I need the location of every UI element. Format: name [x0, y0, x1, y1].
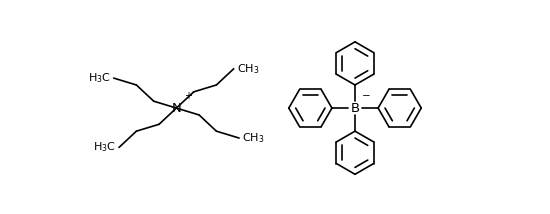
Text: H$_3$C: H$_3$C [93, 140, 116, 154]
Text: N: N [172, 102, 182, 114]
Text: B: B [350, 102, 360, 114]
Text: H$_3$C: H$_3$C [87, 71, 111, 85]
Text: CH$_3$: CH$_3$ [237, 62, 259, 76]
Text: −: − [362, 91, 371, 101]
Text: CH$_3$: CH$_3$ [242, 131, 265, 145]
Text: +: + [184, 91, 192, 101]
